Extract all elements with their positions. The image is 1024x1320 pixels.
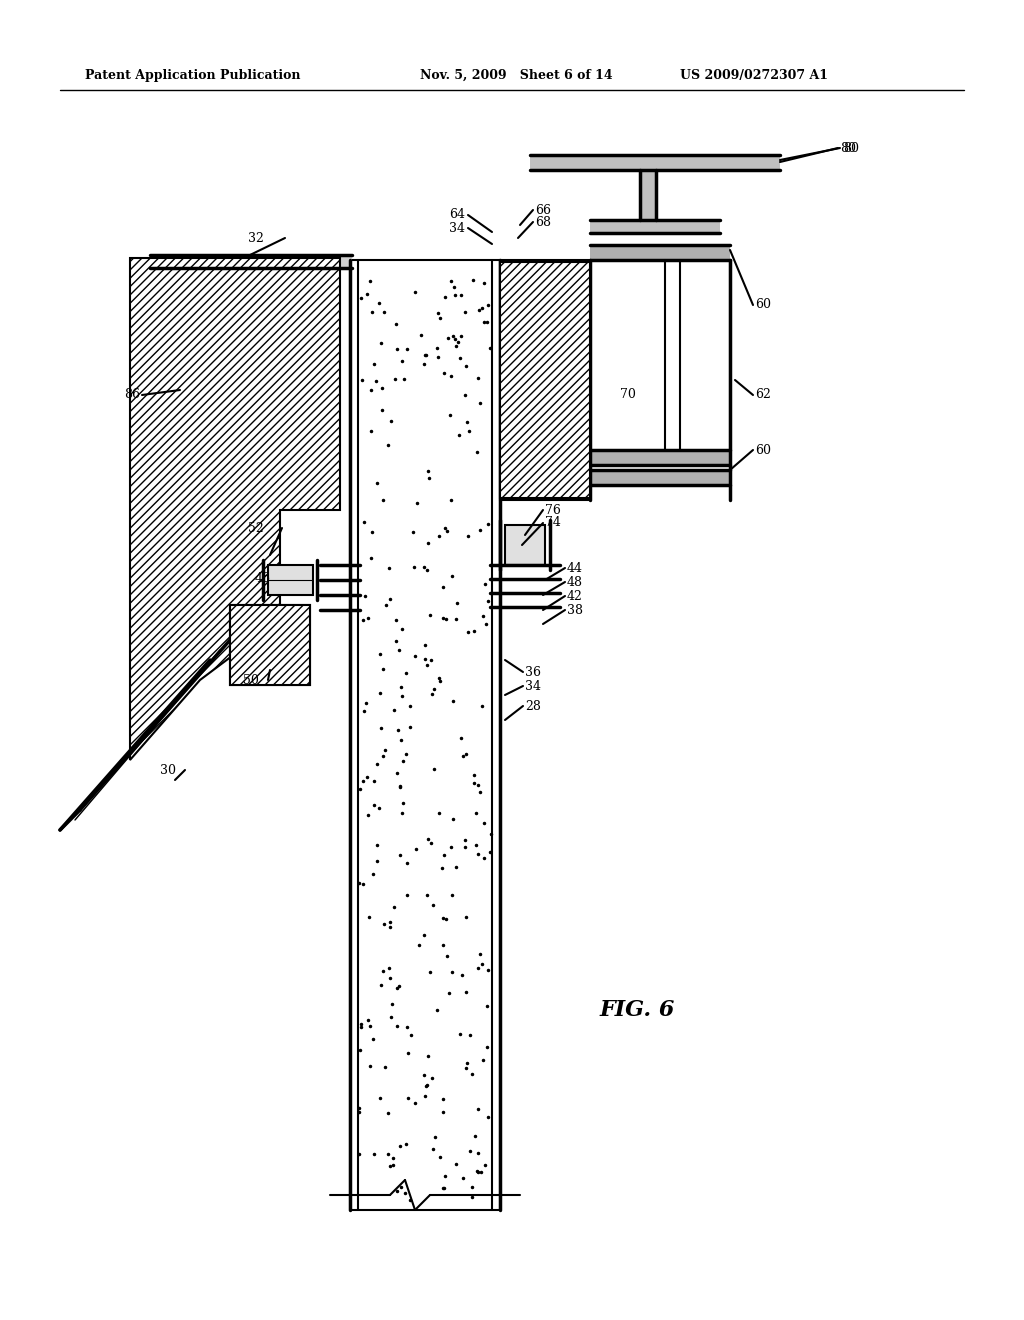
Bar (230, 605, 310, 685)
Text: US 2009/0272307 A1: US 2009/0272307 A1 (680, 69, 828, 82)
Bar (590, 220, 720, 234)
Text: 30: 30 (160, 763, 176, 776)
Bar (590, 470, 730, 484)
Bar (530, 154, 780, 170)
Text: 48: 48 (567, 576, 583, 589)
Text: 80: 80 (843, 141, 859, 154)
Text: 34: 34 (525, 680, 541, 693)
Text: Patent Application Publication: Patent Application Publication (85, 69, 300, 82)
Text: 32: 32 (248, 231, 264, 244)
Text: 60: 60 (755, 298, 771, 312)
Bar (590, 246, 730, 260)
Text: 68: 68 (535, 215, 551, 228)
Text: 64: 64 (449, 209, 465, 222)
Bar (640, 170, 656, 220)
Polygon shape (130, 257, 340, 760)
Text: 76: 76 (545, 503, 561, 516)
Text: 44: 44 (567, 561, 583, 574)
Text: Nov. 5, 2009   Sheet 6 of 14: Nov. 5, 2009 Sheet 6 of 14 (420, 69, 612, 82)
Text: 38: 38 (567, 603, 583, 616)
Text: 60: 60 (755, 444, 771, 457)
Text: 70: 70 (620, 388, 636, 401)
Text: 80: 80 (840, 141, 856, 154)
Text: 46: 46 (255, 572, 271, 585)
Bar (150, 255, 352, 268)
Text: 34: 34 (449, 222, 465, 235)
Text: 86: 86 (124, 388, 140, 401)
Polygon shape (500, 260, 590, 500)
Polygon shape (230, 605, 310, 685)
Text: 28: 28 (525, 700, 541, 713)
Text: 42: 42 (567, 590, 583, 602)
Text: 52: 52 (248, 521, 264, 535)
Text: 74: 74 (545, 516, 561, 529)
Text: 66: 66 (535, 203, 551, 216)
Text: 50: 50 (243, 673, 259, 686)
Bar (590, 450, 730, 465)
Bar (268, 565, 313, 595)
Polygon shape (500, 261, 590, 498)
Bar (505, 525, 545, 565)
Text: 36: 36 (525, 665, 541, 678)
Bar (350, 260, 500, 1210)
Text: FIG. 6: FIG. 6 (600, 999, 676, 1020)
Text: 62: 62 (755, 388, 771, 401)
